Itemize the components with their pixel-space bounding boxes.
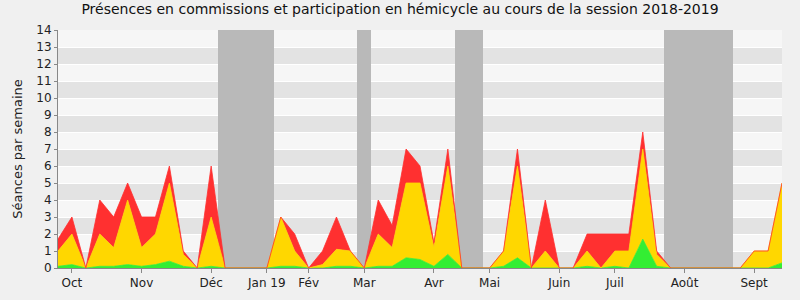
svg-text:14: 14: [36, 23, 51, 37]
svg-text:Fév: Fév: [298, 276, 319, 290]
svg-text:8: 8: [44, 125, 52, 139]
svg-text:Juil: Juil: [605, 276, 624, 290]
svg-text:Mar: Mar: [353, 276, 376, 290]
svg-text:Août: Août: [671, 276, 699, 290]
svg-text:6: 6: [44, 159, 52, 173]
svg-text:Juin: Juin: [547, 276, 570, 290]
svg-text:Avr: Avr: [424, 276, 444, 290]
svg-text:2: 2: [44, 227, 52, 241]
svg-text:Oct: Oct: [62, 276, 83, 290]
svg-text:Jan 19: Jan 19: [247, 276, 286, 290]
svg-text:Séances par semaine: Séances par semaine: [10, 79, 25, 218]
svg-text:10: 10: [36, 91, 51, 105]
svg-text:Déc: Déc: [200, 276, 223, 290]
svg-text:Présences en commissions et pa: Présences en commissions et participatio…: [81, 1, 718, 17]
svg-text:5: 5: [44, 176, 52, 190]
svg-text:13: 13: [36, 40, 51, 54]
svg-text:12: 12: [36, 57, 51, 71]
svg-text:Nov: Nov: [130, 276, 153, 290]
svg-text:Sept: Sept: [740, 276, 768, 290]
svg-text:9: 9: [44, 108, 52, 122]
svg-text:Mai: Mai: [479, 276, 500, 290]
svg-text:4: 4: [44, 193, 52, 207]
svg-text:3: 3: [44, 210, 52, 224]
svg-text:0: 0: [44, 261, 52, 275]
svg-text:7: 7: [44, 142, 52, 156]
svg-text:1: 1: [44, 244, 52, 258]
svg-text:11: 11: [36, 74, 51, 88]
